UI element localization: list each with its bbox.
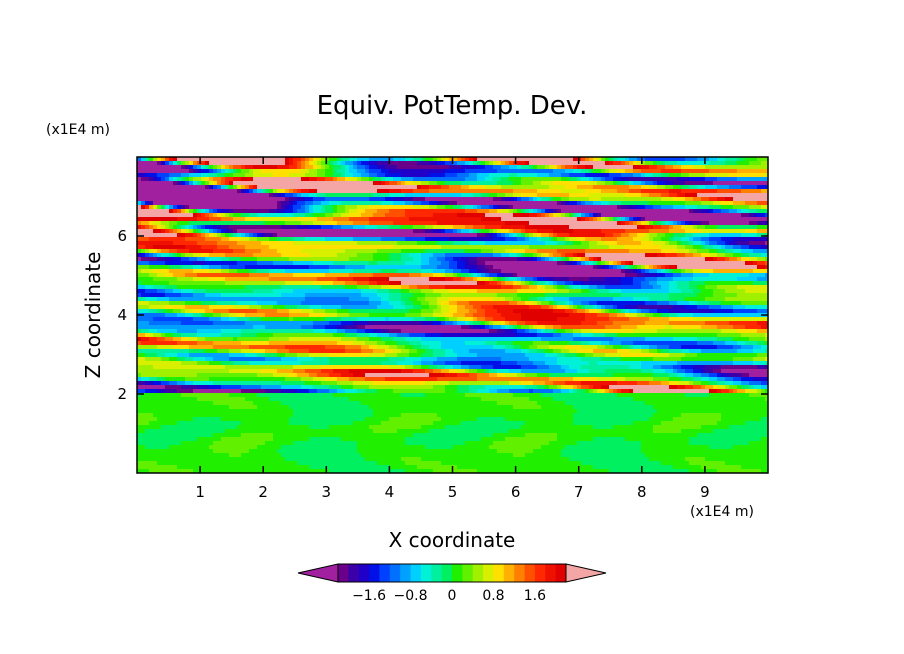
colorbar-swatch xyxy=(400,564,411,582)
x-tick-label: 7 xyxy=(574,483,584,501)
colorbar-swatch xyxy=(483,564,494,582)
colorbar-swatch xyxy=(555,564,567,582)
colorbar-swatch xyxy=(358,564,370,582)
colorbar-swatch xyxy=(379,564,391,582)
x-tick-label: 4 xyxy=(385,483,395,501)
x-axis-label: X coordinate xyxy=(389,528,516,552)
colorbar-over-arrow xyxy=(565,563,607,583)
heatmap-field xyxy=(137,157,768,473)
colorbar-swatch xyxy=(472,564,484,582)
colorbar-swatch xyxy=(524,564,536,582)
colorbar-tick-label: 0.8 xyxy=(482,588,504,604)
y-scale-label: (x1E4 m) xyxy=(46,122,110,138)
colorbar-swatch xyxy=(493,564,505,582)
x-scale-label: (x1E4 m) xyxy=(690,504,754,520)
colorbar-swatch xyxy=(503,564,515,582)
colorbar-frame xyxy=(337,563,567,583)
colorbar-swatch xyxy=(514,564,525,582)
colorbar-swatch xyxy=(462,564,474,582)
colorbar-tick-label: 1.6 xyxy=(524,588,546,604)
colorbar-swatch xyxy=(431,564,443,582)
colorbar-swatch xyxy=(348,564,360,582)
colorbar-swatch xyxy=(369,564,380,582)
colorbar-swatch xyxy=(452,564,463,582)
colorbar-swatch xyxy=(389,564,401,582)
y-tick-label: 4 xyxy=(117,306,127,324)
colorbar-tick-label: −0.8 xyxy=(394,588,428,604)
x-tick-label: 6 xyxy=(511,483,521,501)
x-tick-label: 8 xyxy=(637,483,647,501)
colorbar-tick-label: 0 xyxy=(448,588,457,604)
y-tick-label: 6 xyxy=(117,227,127,245)
x-tick-label: 5 xyxy=(448,483,458,501)
x-tick-label: 2 xyxy=(258,483,268,501)
colorbar-swatch xyxy=(534,564,546,582)
colorbar-swatch xyxy=(441,564,453,582)
colorbar: −1.6 −0.8 0 0.8 1.6 xyxy=(297,563,607,604)
plot-area xyxy=(136,156,769,474)
x-tick-label: 1 xyxy=(195,483,205,501)
x-tick-label: 3 xyxy=(322,483,332,501)
colorbar-swatch xyxy=(420,564,432,582)
colorbar-swatch xyxy=(545,564,557,582)
colorbar-tick-label: −1.6 xyxy=(352,588,386,604)
colorbar-under-arrow xyxy=(297,563,339,583)
x-axis: 1 2 3 4 5 6 7 8 9 xyxy=(195,157,710,501)
y-axis: 2 4 6 xyxy=(117,227,768,403)
colorbar-swatch xyxy=(410,564,422,582)
y-axis-label: Z coordinate xyxy=(81,252,105,379)
x-tick-label: 9 xyxy=(700,483,710,501)
y-tick-label: 2 xyxy=(117,385,127,403)
colorbar-swatch xyxy=(338,564,349,582)
chart-title: Equiv. PotTemp. Dev. xyxy=(317,91,588,121)
